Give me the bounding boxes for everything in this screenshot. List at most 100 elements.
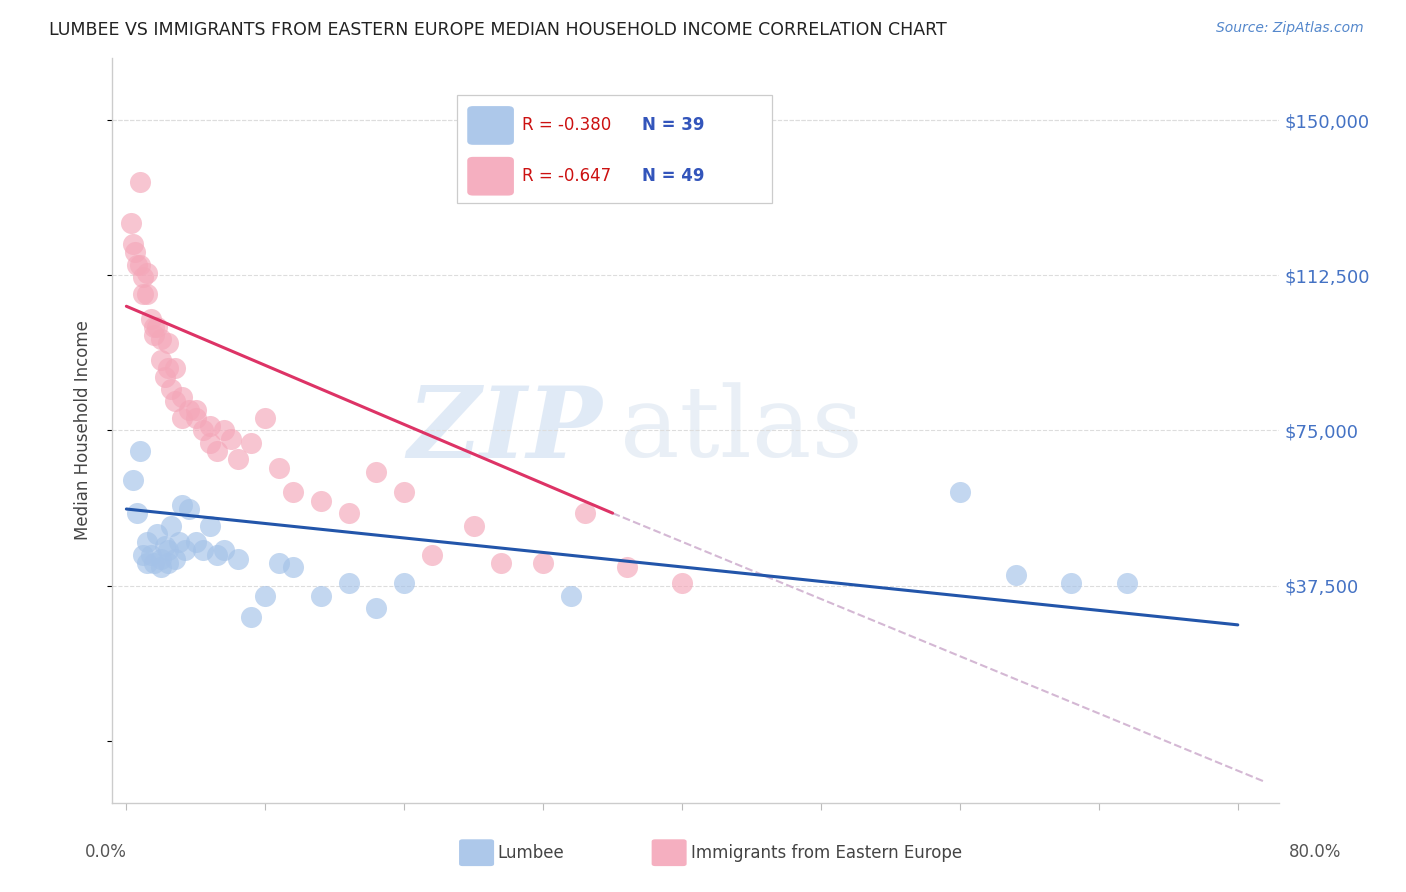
Point: [146, 526, 169, 541]
Point: [127, 506, 149, 520]
Point: [150, 332, 173, 346]
FancyBboxPatch shape: [460, 839, 494, 866]
Point: [420, 548, 443, 562]
Point: [170, 411, 193, 425]
Point: [269, 460, 291, 475]
Point: [177, 402, 200, 417]
Point: [309, 493, 332, 508]
Point: [143, 328, 166, 343]
Point: [155, 369, 177, 384]
Point: [163, 394, 186, 409]
Point: [574, 506, 596, 520]
Point: [366, 465, 388, 479]
Point: [212, 543, 235, 558]
Point: [184, 535, 207, 549]
FancyBboxPatch shape: [651, 839, 686, 866]
Point: [141, 311, 163, 326]
Y-axis label: Median Household Income: Median Household Income: [73, 320, 91, 541]
Point: [254, 589, 277, 603]
Point: [129, 175, 152, 189]
Point: [1115, 576, 1137, 591]
Point: [184, 411, 207, 425]
Point: [150, 560, 173, 574]
Text: atlas: atlas: [620, 383, 863, 478]
Point: [205, 548, 228, 562]
Text: 80.0%: 80.0%: [1288, 843, 1341, 861]
Point: [163, 361, 186, 376]
Point: [150, 353, 173, 368]
Point: [309, 589, 332, 603]
Point: [616, 560, 638, 574]
Point: [122, 237, 145, 252]
Point: [132, 270, 155, 285]
Point: [240, 435, 263, 450]
Point: [366, 601, 388, 615]
Point: [155, 539, 177, 553]
FancyBboxPatch shape: [467, 157, 515, 195]
Point: [198, 435, 221, 450]
Text: Source: ZipAtlas.com: Source: ZipAtlas.com: [1216, 21, 1364, 36]
Point: [205, 444, 228, 458]
Text: R = -0.380: R = -0.380: [522, 117, 612, 135]
Point: [132, 548, 155, 562]
Point: [160, 518, 183, 533]
Point: [150, 551, 173, 566]
Point: [269, 556, 291, 570]
Point: [198, 419, 221, 434]
Point: [226, 551, 249, 566]
Point: [170, 390, 193, 404]
Point: [129, 258, 152, 272]
Point: [122, 473, 145, 487]
Point: [132, 286, 155, 301]
Point: [143, 320, 166, 334]
Point: [254, 411, 277, 425]
Text: Lumbee: Lumbee: [498, 844, 564, 862]
Point: [177, 502, 200, 516]
Point: [157, 336, 180, 351]
Point: [120, 217, 142, 231]
FancyBboxPatch shape: [457, 95, 772, 203]
Point: [219, 432, 242, 446]
Point: [226, 452, 249, 467]
Point: [167, 535, 190, 549]
Point: [281, 485, 304, 500]
Point: [198, 518, 221, 533]
Point: [136, 286, 159, 301]
Point: [143, 556, 166, 570]
Point: [337, 576, 360, 591]
Text: R = -0.647: R = -0.647: [522, 167, 612, 186]
Point: [136, 535, 159, 549]
Point: [191, 423, 214, 437]
Point: [173, 543, 195, 558]
Text: ZIP: ZIP: [408, 382, 603, 479]
Point: [124, 245, 146, 260]
Point: [146, 320, 169, 334]
Point: [337, 506, 360, 520]
Point: [157, 543, 180, 558]
Point: [671, 576, 693, 591]
Point: [184, 402, 207, 417]
Point: [1004, 568, 1026, 582]
Point: [240, 609, 263, 624]
Point: [127, 258, 149, 272]
Point: [170, 498, 193, 512]
Point: [463, 518, 485, 533]
Point: [157, 556, 180, 570]
Point: [949, 485, 972, 500]
Point: [531, 556, 554, 570]
Text: LUMBEE VS IMMIGRANTS FROM EASTERN EUROPE MEDIAN HOUSEHOLD INCOME CORRELATION CHA: LUMBEE VS IMMIGRANTS FROM EASTERN EUROPE…: [49, 21, 948, 39]
Text: N = 39: N = 39: [643, 117, 704, 135]
Point: [191, 543, 214, 558]
Point: [394, 576, 416, 591]
Point: [157, 361, 180, 376]
Text: 0.0%: 0.0%: [84, 843, 127, 861]
Point: [281, 560, 304, 574]
Point: [136, 556, 159, 570]
Point: [141, 548, 163, 562]
Point: [160, 382, 183, 396]
Text: N = 49: N = 49: [643, 167, 704, 186]
FancyBboxPatch shape: [467, 106, 515, 145]
Point: [394, 485, 416, 500]
Point: [491, 556, 513, 570]
Point: [163, 551, 186, 566]
